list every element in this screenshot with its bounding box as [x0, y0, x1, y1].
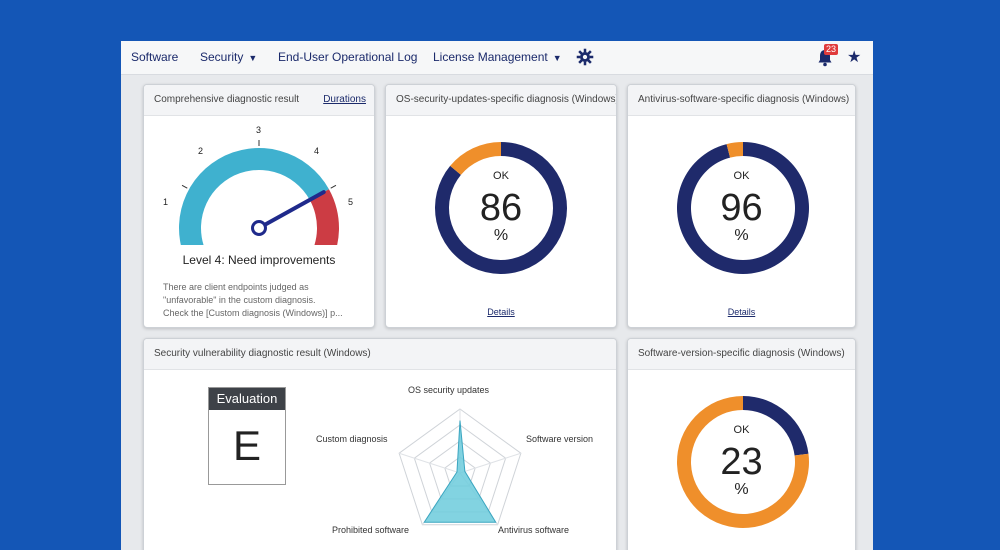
nav-item-software-label: Software [131, 50, 179, 64]
gauge-tick [330, 184, 337, 189]
level-text: Level 4: Need improvements [182, 253, 336, 267]
card-title: OS-security-updates-specific diagnosis (… [396, 94, 617, 105]
gauge-bad-segment [309, 189, 339, 245]
gauge-tick-label-3: 3 [256, 125, 262, 135]
radar-axis-line [459, 452, 522, 474]
comprehensive-diagnostic-card: Comprehensive diagnostic result Duration… [143, 84, 375, 328]
donut-status: OK [493, 170, 509, 182]
gauge-needle [257, 190, 326, 230]
donut-status: OK [733, 170, 750, 182]
card-header: OS-security-updates-specific diagnosis (… [386, 85, 616, 116]
radar-axis-label: Prohibited software [332, 525, 410, 535]
donut-value: 86 [479, 187, 523, 229]
nav-item-license-management-label: License Management [433, 50, 548, 64]
gauge-tick-label-1: 1 [163, 197, 169, 207]
card-header: Antivirus-software-specific diagnosis (W… [628, 85, 855, 116]
top-navbar: Software Security ▼ End-User Operational … [121, 41, 873, 75]
card-header: Comprehensive diagnostic result Duration… [144, 85, 374, 116]
nav-item-security-label: Security [200, 50, 244, 64]
durations-link[interactable]: Durations [323, 94, 366, 105]
gauge-tick-label-5: 5 [348, 197, 354, 207]
details-link[interactable]: Details [727, 307, 756, 317]
radar-axis-label: OS security updates [408, 385, 490, 395]
donut-warn-segment [726, 142, 743, 158]
software-version-card: Software-version-specific diagnosis (Win… [627, 338, 856, 550]
donut-unit: % [734, 481, 749, 498]
radar-grid-ring [398, 408, 522, 526]
evaluation-grade: E [232, 422, 261, 469]
evaluation-box: Evaluation E [208, 387, 286, 485]
gear-icon[interactable] [576, 48, 594, 66]
software-version-donut [677, 396, 809, 528]
radar-series-polygon [423, 420, 497, 523]
donut-status: OK [733, 424, 750, 436]
star-icon[interactable]: ★ [847, 49, 862, 66]
gauge-good-segment [179, 148, 329, 245]
vulnerability-card: Security vulnerability diagnostic result… [143, 338, 617, 550]
card-title: Antivirus-software-specific diagnosis (W… [638, 94, 850, 105]
nav-item-software[interactable]: Software [131, 50, 178, 64]
gauge-tick-label-2: 2 [198, 146, 204, 156]
gauge-tick [181, 184, 188, 189]
nav-item-end-user-log[interactable]: End-User Operational Log [278, 50, 417, 64]
gauge-needle-hub [251, 220, 267, 236]
chevron-down-icon: ▼ [552, 53, 562, 63]
radar-axis-label: Software version [526, 434, 594, 444]
os-updates-card: OS-security-updates-specific diagnosis (… [385, 84, 617, 328]
description-line: There are client endpoints judged as [163, 282, 309, 292]
card-title: Security vulnerability diagnostic result… [154, 348, 371, 359]
nav-item-security[interactable]: Security ▼ [200, 50, 257, 64]
chevron-down-icon: ▼ [248, 53, 258, 63]
level-gauge [179, 140, 339, 245]
donut-value: 96 [720, 187, 763, 229]
os-updates-donut [435, 142, 567, 274]
radar-axis-label: Custom diagnosis [316, 434, 388, 444]
radar-axis-line [398, 452, 461, 474]
details-link[interactable]: Details [487, 307, 515, 317]
description-line: Check the [Custom diagnosis (Windows)] p… [163, 308, 343, 318]
app-window: Software Security ▼ End-User Operational … [121, 41, 873, 550]
nav-item-license-management[interactable]: License Management ▼ [433, 50, 562, 64]
card-header: Security vulnerability diagnostic result… [144, 339, 616, 370]
gauge-tick-label-4: 4 [314, 146, 320, 156]
card-title: Comprehensive diagnostic result [154, 94, 300, 105]
evaluation-label: Evaluation [209, 388, 285, 410]
antivirus-donut [677, 142, 809, 274]
description-line: "unfavorable" in the custom diagnosis. [163, 295, 316, 305]
donut-value: 23 [720, 441, 763, 483]
card-title: Software-version-specific diagnosis (Win… [638, 348, 845, 359]
notification-badge: 23 [824, 44, 839, 55]
donut-ok-segment [743, 396, 809, 456]
antivirus-card: Antivirus-software-specific diagnosis (W… [627, 84, 856, 328]
radar-axis-label: Antivirus software [498, 525, 570, 535]
donut-warn-segment [450, 142, 501, 175]
nav-item-end-user-log-label: End-User Operational Log [278, 50, 418, 64]
donut-unit: % [493, 227, 509, 244]
card-header: Software-version-specific diagnosis (Win… [628, 339, 855, 370]
donut-unit: % [734, 227, 749, 244]
radar-chart [398, 408, 522, 526]
